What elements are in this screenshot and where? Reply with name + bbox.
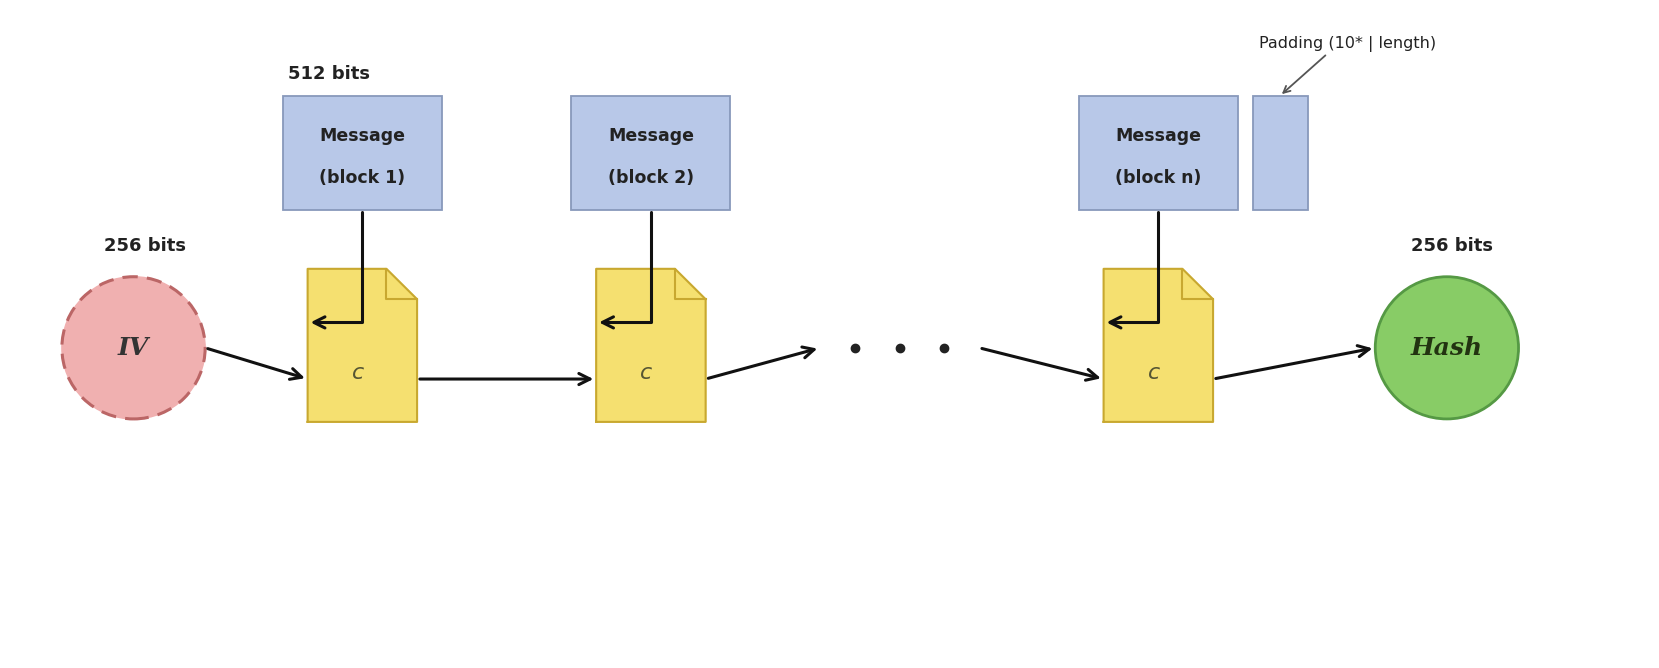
Bar — [282, 96, 441, 210]
Text: c: c — [1148, 363, 1160, 383]
Text: c: c — [640, 363, 652, 383]
Circle shape — [1375, 277, 1518, 419]
Circle shape — [61, 277, 206, 419]
Text: Padding (10* | length): Padding (10* | length) — [1259, 35, 1437, 51]
Text: IV: IV — [118, 336, 149, 360]
Polygon shape — [1103, 269, 1213, 422]
Text: 256 bits: 256 bits — [103, 237, 186, 255]
Text: Hash: Hash — [1410, 336, 1483, 360]
Bar — [571, 96, 730, 210]
Text: Message: Message — [607, 127, 693, 145]
Text: (block n): (block n) — [1115, 169, 1201, 187]
Polygon shape — [307, 269, 416, 422]
Text: (block 1): (block 1) — [319, 169, 405, 187]
Text: 512 bits: 512 bits — [287, 65, 370, 84]
Text: (block 2): (block 2) — [607, 169, 693, 187]
Polygon shape — [596, 269, 705, 422]
Text: c: c — [352, 363, 363, 383]
Text: Message: Message — [1115, 127, 1201, 145]
Bar — [1078, 96, 1238, 210]
Text: 256 bits: 256 bits — [1410, 237, 1493, 255]
Text: Message: Message — [320, 127, 405, 145]
Bar — [1253, 96, 1307, 210]
